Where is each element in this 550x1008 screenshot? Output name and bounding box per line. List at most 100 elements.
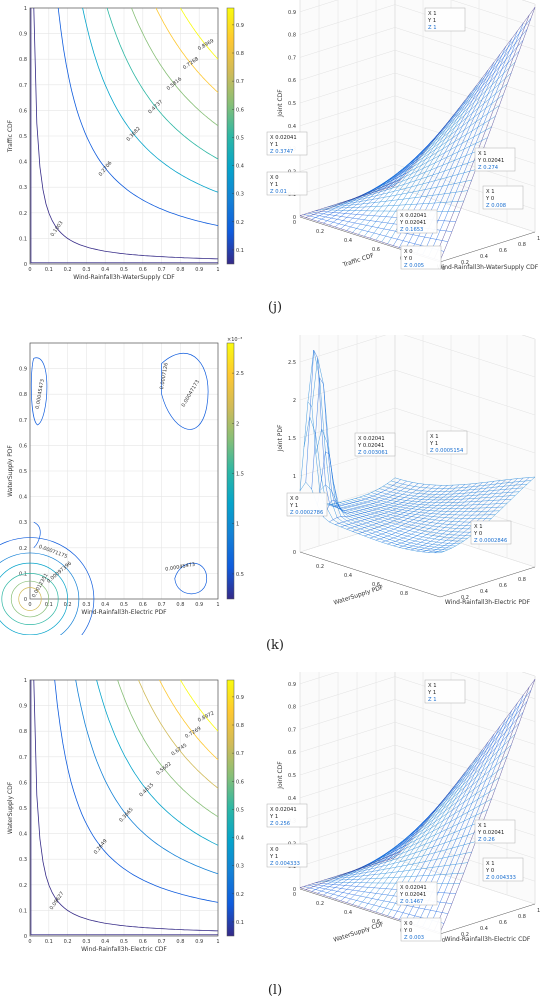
datatip: X 0Y 1Z 0.0002786 (286, 492, 328, 517)
y-tick-label: 0.8 (518, 577, 526, 583)
contour-ellipse (0, 537, 95, 635)
x-tick-label: 0.3 (82, 602, 90, 608)
z-grid-line (299, 0, 536, 28)
y-tick-label: 0.5 (19, 806, 27, 812)
datatip-x: X 1 (430, 434, 439, 440)
z-tick-label: 0 (293, 887, 296, 893)
datatip-x: X 1 (486, 861, 495, 867)
datatip-box (396, 209, 438, 234)
y-tick-label: 0.7 (19, 83, 27, 89)
contour-label: 0.00097396 (46, 561, 73, 585)
datatip-box (474, 819, 516, 844)
contour-line (180, 7, 219, 60)
x-tick-label: 0.2 (64, 602, 72, 608)
datatip-x: X 1 (474, 524, 483, 530)
y-tick-label: 0.4 (19, 832, 27, 838)
x-tick-label: 0.9 (195, 267, 203, 273)
y-tick-label: 1 (24, 6, 27, 12)
y-tick-label: 0 (24, 934, 27, 940)
x-tick-label: 0.4 (101, 267, 109, 273)
y-axis-label: Wind-Rainfall3h-Electric PDF (445, 599, 531, 606)
panel-label-k: (k) (265, 638, 285, 653)
datatip-y: Y 1 (269, 814, 278, 820)
x-tick-label: 0.4 (101, 602, 109, 608)
mesh-line-u (299, 857, 396, 888)
z-tick-label: 2.5 (288, 360, 296, 366)
contour-label: 0.3682 (126, 126, 142, 143)
y-tick-label: 1 (537, 236, 540, 242)
plot-frame (29, 679, 219, 937)
y-axis-label: Wind-Rainfall3h-Electric CDF (445, 936, 531, 943)
surface-plot-l: 00.10.20.30.40.50.60.70.80.91Joint CDF0.… (266, 672, 540, 944)
colorbar-tick-label: 0.3 (236, 192, 244, 198)
y-tick-label: 0.3 (19, 857, 27, 863)
datatip-z: Z 0.0005154 (430, 448, 464, 454)
x-tick-label: 0.9 (195, 939, 203, 945)
mesh-line-v (386, 701, 528, 861)
datatip-y: Y 1 (269, 854, 278, 860)
x-tick-label: 0.7 (158, 939, 166, 945)
datatip-box (482, 857, 524, 882)
datatip-z: Z 0.256 (270, 821, 290, 827)
datatip-z: Z 0.0002786 (290, 510, 323, 516)
mesh-line-u (305, 349, 401, 507)
datatip-x: X 1 (478, 823, 487, 829)
colorbar-tick-label: 0.7 (236, 751, 244, 757)
datatip-box (266, 803, 308, 828)
mesh-line-v (390, 18, 532, 188)
x-axis-label: WaterSupply PDF (333, 584, 385, 607)
x-tick-label: 0.6 (139, 267, 147, 273)
x-tick-label: 0.4 (344, 573, 352, 579)
x-tick-label: 0.5 (120, 602, 128, 608)
contour-label: 0.8969 (197, 38, 215, 52)
y-tick-label: 0.9 (19, 367, 27, 373)
mesh-line-v (379, 722, 520, 863)
y-tick-label: 0.5 (19, 469, 27, 475)
datatip-z: Z 0.274 (478, 165, 499, 171)
colorbar-tick-label: 0.5 (236, 572, 244, 578)
z-tick-label: 1.5 (288, 436, 296, 442)
datatip-z: Z 0.1653 (400, 227, 423, 233)
z-grid-line (299, 672, 536, 700)
datatip: X 0Y 1Z 0.01 (266, 171, 308, 196)
datatip-y: Y 0.02041 (357, 443, 384, 449)
y-tick-label: 0 (24, 597, 27, 603)
x-tick-label: 0.8 (176, 602, 184, 608)
x-tick-label: 0.9 (195, 602, 203, 608)
y-tick-label: 0.4 (19, 160, 27, 166)
mesh-line-v (390, 690, 532, 860)
contour-left-arc (33, 521, 41, 549)
colorbar-tick-label: 0.9 (236, 23, 244, 29)
datatip-box (354, 432, 396, 457)
colorbar-tick-label: 0.1 (236, 920, 244, 926)
y-tick-label: 0 (442, 938, 445, 944)
datatip-box (426, 430, 468, 455)
datatip-x: X 0.02041 (400, 885, 427, 891)
mesh-line-v (394, 679, 536, 858)
mesh-line-v (383, 485, 524, 495)
x-tick-label: 0.4 (101, 939, 109, 945)
colorbar-tick-label: 2.5 (236, 371, 244, 377)
x-tick-label: 0.2 (64, 939, 72, 945)
contour-label: 0.7268 (182, 56, 200, 71)
x-tick-label: 0.4 (344, 238, 352, 244)
y-tick-label: 0.2 (19, 211, 27, 217)
y-axis-label: Traffic CDF (7, 119, 14, 153)
datatip-box (266, 171, 308, 196)
y-tick-label: 0.1 (19, 236, 27, 242)
contour-top-left (30, 357, 48, 426)
contour-top-right (161, 352, 209, 430)
y-tick-label: 0.6 (19, 780, 27, 786)
datatip-y: Y 0 (403, 256, 412, 262)
contour-label: 0.00045473 (35, 379, 46, 410)
x-tick-label: 0 (293, 892, 296, 898)
x-tick-label: 0 (28, 602, 31, 608)
mesh-line-v (386, 29, 528, 189)
contour-label: 0.09627 (49, 891, 66, 911)
surface-plot-j: 00.10.20.30.40.50.60.70.80.91Joint CDF0.… (266, 0, 540, 272)
y-axis-label: Wind-Rainfall3h-WaterSupply CDF (437, 264, 539, 271)
z-tick-label: 0.4 (288, 796, 296, 802)
